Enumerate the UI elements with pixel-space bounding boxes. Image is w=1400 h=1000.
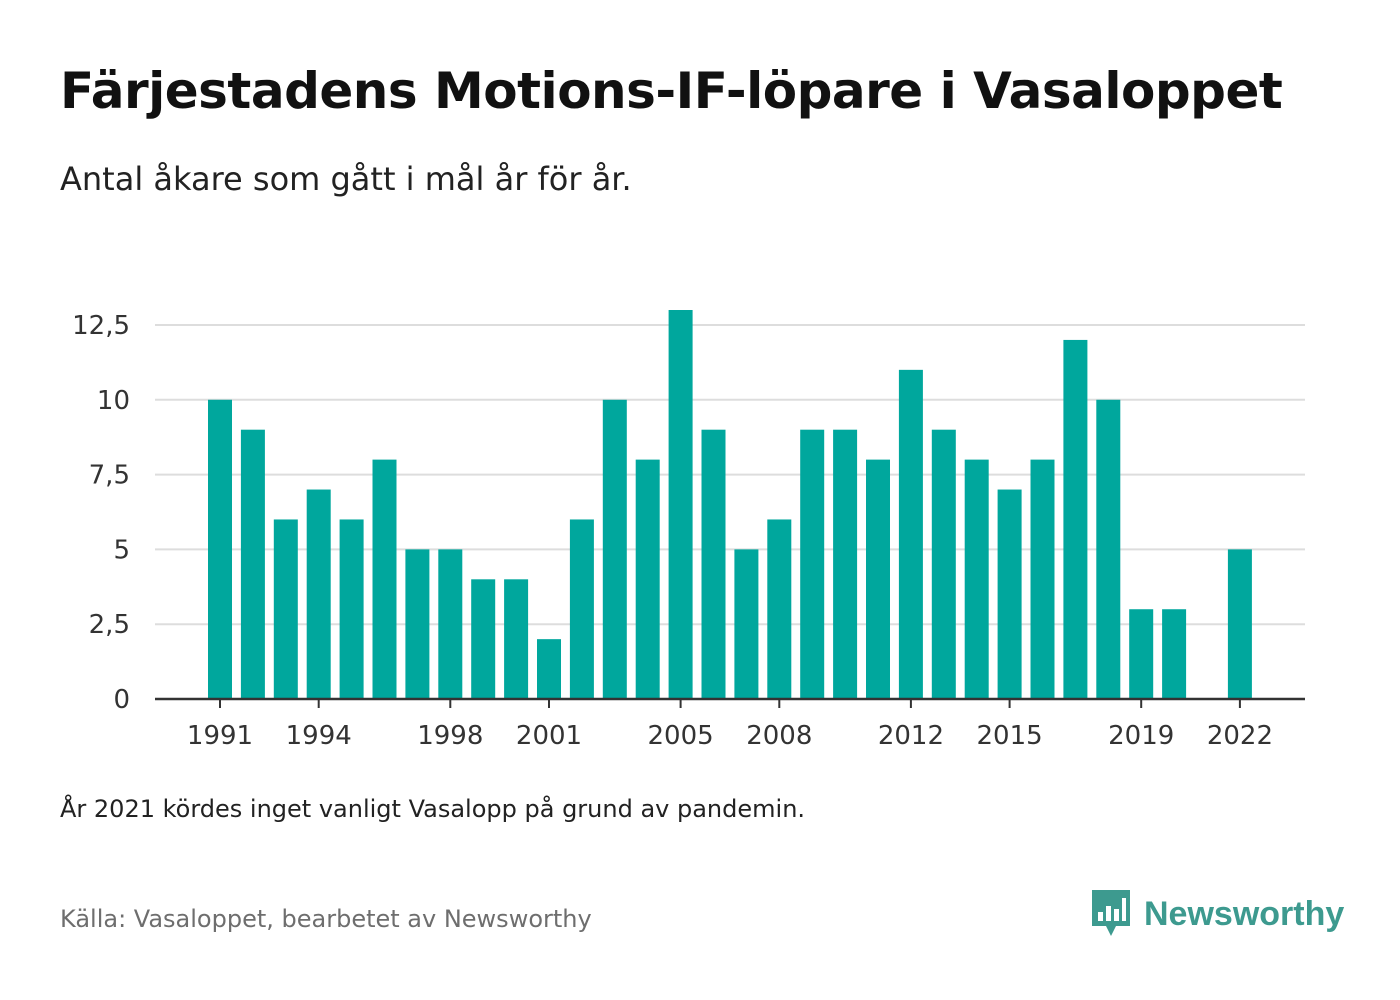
source-credit: Källa: Vasaloppet, bearbetet av Newswort… [60,905,592,933]
bar-2010 [833,429,858,699]
x-tick-label: 2012 [878,721,944,751]
bar-2011 [866,459,890,699]
bar-1998 [438,549,463,699]
x-tick-label: 1994 [286,721,352,751]
bars [208,310,1252,699]
bar-2022 [1227,549,1252,699]
bar-2014 [964,459,989,699]
chart-subtitle: Antal åkare som gått i mål år för år. [60,160,632,198]
bar-1991 [208,399,232,699]
bar-chart: 0 2,5 5 7,5 10 12,5 1991 1994 1998 2001 2005 2008 20… [72,310,1305,751]
chart-footnote: År 2021 kördes inget vanligt Vasalopp på… [60,795,806,823]
bar-2006 [701,429,726,699]
bar-2012 [898,369,923,699]
newsworthy-logo-icon [1092,890,1130,936]
bar-1995 [339,519,364,699]
bar-2013 [931,429,956,699]
x-tick-label: 2005 [648,721,714,751]
x-tick-label: 2008 [746,721,812,751]
bar-1996 [372,459,397,699]
y-tick-label: 7,5 [89,461,130,491]
x-tick-label: 2015 [977,721,1043,751]
bar-2009 [800,429,825,699]
y-tick-label: 12,5 [72,311,130,341]
x-tick-label: 2022 [1207,721,1273,751]
brand-name: Newsworthy [1144,894,1345,933]
y-tick-label: 10 [97,386,130,416]
bar-2007 [734,549,759,699]
x-tick-label: 2001 [516,721,582,751]
bar-1994 [306,489,331,699]
bar-2000 [504,579,529,699]
bar-2018 [1096,399,1121,699]
bar-2016 [1030,459,1055,699]
bar-2005 [668,310,693,699]
bar-1993 [273,519,298,699]
bar-1997 [405,549,430,699]
brand-logo: Newsworthy [1090,888,1344,940]
x-tick-label: 2019 [1108,721,1174,751]
bar-1992 [240,429,265,699]
bar-2015 [997,489,1022,699]
bar-2019 [1129,609,1154,699]
x-tick-label: 1991 [187,721,253,751]
axes: 0 2,5 5 7,5 10 12,5 1991 1994 1998 2001 2005 2008 20… [72,311,1305,751]
y-tick-label: 0 [113,685,130,715]
bar-2004 [635,459,660,699]
bar-2017 [1063,339,1088,699]
bar-2002 [569,519,594,699]
x-tick-label: 1998 [417,721,483,751]
bar-2008 [767,519,792,699]
y-tick-label: 5 [113,535,130,565]
bar-1999 [471,579,496,699]
bar-2003 [602,399,627,699]
bar-2001 [537,639,561,699]
y-tick-label: 2,5 [89,610,130,640]
bar-2020 [1162,609,1187,699]
chart-title: Färjestadens Motions-IF-löpare i Vasalop… [60,62,1283,120]
